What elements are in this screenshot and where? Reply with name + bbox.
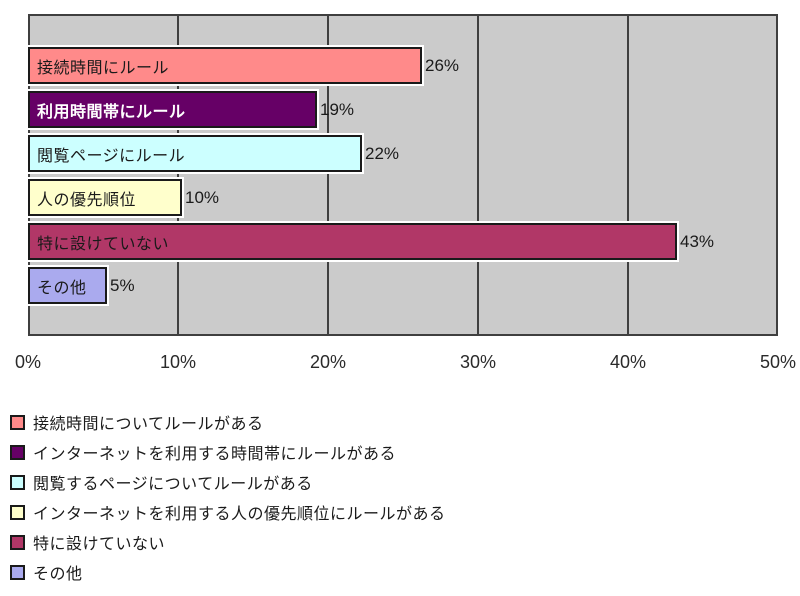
legend-swatch <box>10 564 25 580</box>
bar: 接続時間にルール <box>28 47 422 84</box>
legend-item: 閲覧するページについてルールがある <box>10 467 446 497</box>
legend-item: 接続時間についてルールがある <box>10 407 446 437</box>
legend-swatch <box>10 444 25 460</box>
gridline <box>327 16 329 334</box>
legend-swatch <box>10 474 25 490</box>
bar: 特に設けていない <box>28 223 677 260</box>
plot-area: 接続時間にルール 26% 利用時間帯にルール 19% 閲覧ページにルール 22% 人の優先順… <box>28 14 778 336</box>
legend-swatch <box>10 534 25 550</box>
bar: 人の優先順位 <box>28 179 182 216</box>
legend-item: その他 <box>10 557 446 587</box>
bar-label: 人の優先順位 <box>37 191 137 209</box>
legend-label: インターネットを利用する人の優先順位にルールがある <box>33 506 446 523</box>
legend-label: 特に設けていない <box>33 536 166 553</box>
legend-label: 接続時間についてルールがある <box>33 416 264 433</box>
x-tick-label: 10% <box>159 352 197 372</box>
gridline <box>477 16 479 334</box>
x-tick-label: 0% <box>14 352 41 372</box>
bar-value-label: 10% <box>185 188 220 207</box>
bar-label: 閲覧ページにルール <box>37 147 186 165</box>
legend: 接続時間についてルールがあるインターネットを利用する時間帯にルールがある 閲覧する… <box>10 407 446 587</box>
x-tick-label: 20% <box>309 352 347 372</box>
bar: その他 <box>28 267 107 304</box>
legend-swatch <box>10 414 25 430</box>
gridline <box>177 16 179 334</box>
bar-label: 接続時間にルール <box>37 59 170 77</box>
bar-label: その他 <box>37 279 87 297</box>
legend-item: 特に設けていない <box>10 527 446 557</box>
bar: 利用時間帯にルール <box>28 91 317 128</box>
gridline <box>627 16 629 334</box>
bar-label: 特に設けていない <box>37 235 170 253</box>
legend-swatch <box>10 504 25 520</box>
bar-value-label: 22% <box>365 144 400 163</box>
bar-value-label: 19% <box>320 100 355 119</box>
bar: 閲覧ページにルール <box>28 135 362 172</box>
legend-label: 閲覧するページについてルールがある <box>33 476 313 493</box>
bar-value-label: 43% <box>680 232 715 251</box>
legend-item: インターネットを利用する人の優先順位にルールがある <box>10 497 446 527</box>
legend-label: インターネットを利用する時間帯にルールがある <box>33 446 397 463</box>
x-tick-label: 30% <box>459 352 497 372</box>
legend-label: その他 <box>33 566 83 583</box>
x-tick-label: 40% <box>609 352 647 372</box>
legend-item: インターネットを利用する時間帯にルールがある <box>10 437 446 467</box>
bar-label: 利用時間帯にルール <box>37 103 186 121</box>
bar-value-label: 26% <box>425 56 460 75</box>
bar-value-label: 5% <box>110 276 135 295</box>
x-tick-label: 50% <box>759 352 797 372</box>
